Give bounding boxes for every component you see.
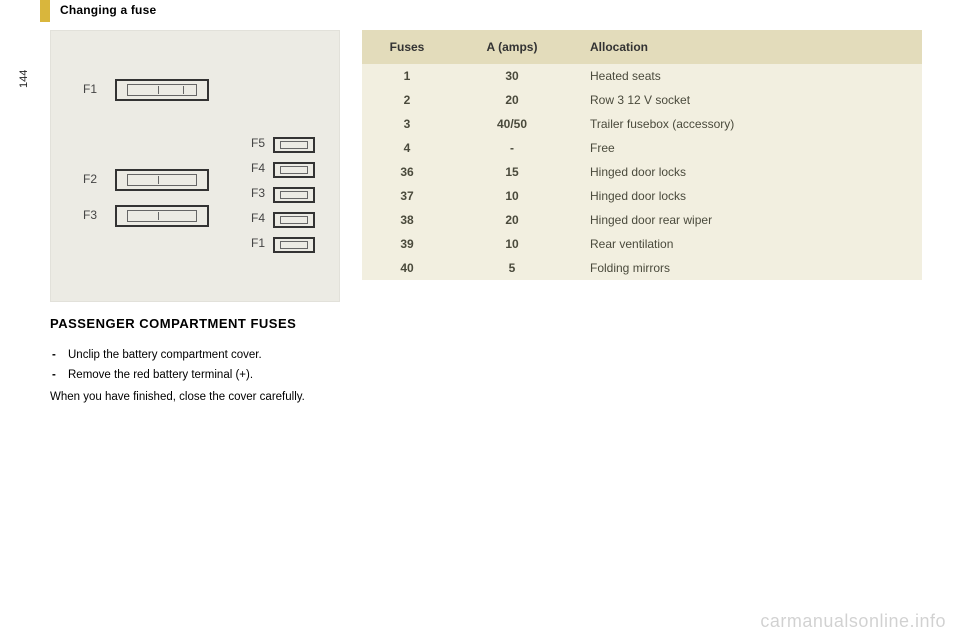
fuse-amps: 10 — [452, 232, 572, 256]
fuse-amps: - — [452, 136, 572, 160]
diagram-label: F1 — [251, 236, 265, 250]
table-header: Allocation — [572, 30, 922, 64]
table-header: Fuses — [362, 30, 452, 64]
fuse-number: 3 — [362, 112, 452, 136]
section-title: Changing a fuse — [60, 3, 156, 17]
fuse-number: 2 — [362, 88, 452, 112]
table-row: 3615Hinged door locks — [362, 160, 922, 184]
fuse-amps: 20 — [452, 208, 572, 232]
subheading: PASSENGER COMPARTMENT FUSES — [50, 316, 340, 333]
fuse-allocation: Heated seats — [572, 64, 922, 88]
fuse-number: 39 — [362, 232, 452, 256]
fuse-amps: 5 — [452, 256, 572, 280]
fuse-amps: 30 — [452, 64, 572, 88]
diagram-label: F1 — [83, 82, 97, 96]
instruction-closing: When you have finished, close the cover … — [50, 389, 340, 407]
table-row: 3910Rear ventilation — [362, 232, 922, 256]
fuse-amps: 20 — [452, 88, 572, 112]
fuse-allocation: Hinged door locks — [572, 160, 922, 184]
table-header: A (amps) — [452, 30, 572, 64]
table-row: 4-Free — [362, 136, 922, 160]
fuse-number: 1 — [362, 64, 452, 88]
fuse-allocation: Folding mirrors — [572, 256, 922, 280]
instructions: -Unclip the battery compartment cover. -… — [50, 347, 340, 406]
watermark: carmanualsonline.info — [760, 611, 946, 632]
diagram-label: F4 — [251, 211, 265, 225]
table-header-row: Fuses A (amps) Allocation — [362, 30, 922, 64]
fuse-allocation: Hinged door locks — [572, 184, 922, 208]
table-row: 130Heated seats — [362, 64, 922, 88]
fuse-allocation: Trailer fusebox (accessory) — [572, 112, 922, 136]
table-row: 405Folding mirrors — [362, 256, 922, 280]
fuse-amps: 15 — [452, 160, 572, 184]
page-number: 144 — [18, 70, 30, 88]
table-row: 3710Hinged door locks — [362, 184, 922, 208]
diagram-label: F2 — [83, 172, 97, 186]
fuse-amps: 10 — [452, 184, 572, 208]
instruction-item: Unclip the battery compartment cover. — [68, 347, 262, 365]
fuse-allocation: Free — [572, 136, 922, 160]
fuse-amps: 40/50 — [452, 112, 572, 136]
page-tab-marker — [40, 0, 50, 22]
table-row: 3820Hinged door rear wiper — [362, 208, 922, 232]
table-row: 220Row 3 12 V socket — [362, 88, 922, 112]
diagram-label: F5 — [251, 136, 265, 150]
fuse-number: 40 — [362, 256, 452, 280]
fuse-allocation: Rear ventilation — [572, 232, 922, 256]
fuse-allocation: Hinged door rear wiper — [572, 208, 922, 232]
diagram-label: F3 — [251, 186, 265, 200]
table-row: 340/50Trailer fusebox (accessory) — [362, 112, 922, 136]
diagram-label: F3 — [83, 208, 97, 222]
fuse-number: 38 — [362, 208, 452, 232]
page-content: F1 F2 F3 F5 F4 F3 F4 F1 PASSENGER COMPAR… — [50, 30, 940, 406]
fuse-allocation: Row 3 12 V socket — [572, 88, 922, 112]
fuse-number: 4 — [362, 136, 452, 160]
fuse-diagram: F1 F2 F3 F5 F4 F3 F4 F1 — [50, 30, 340, 302]
fuse-number: 37 — [362, 184, 452, 208]
diagram-label: F4 — [251, 161, 265, 175]
fuse-number: 36 — [362, 160, 452, 184]
instruction-item: Remove the red battery terminal (+). — [68, 367, 253, 385]
fuse-table: Fuses A (amps) Allocation 130Heated seat… — [362, 30, 922, 280]
